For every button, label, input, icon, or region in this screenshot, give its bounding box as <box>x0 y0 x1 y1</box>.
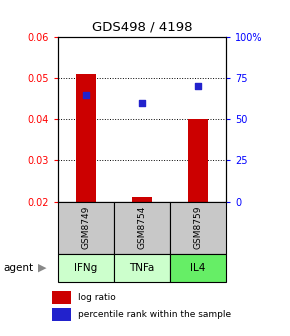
Bar <box>114 202 170 254</box>
Text: IL4: IL4 <box>191 263 206 273</box>
Bar <box>170 202 226 254</box>
Bar <box>58 254 114 282</box>
Text: log ratio: log ratio <box>78 293 116 302</box>
Bar <box>58 202 114 254</box>
Text: agent: agent <box>3 263 33 273</box>
Point <box>84 92 88 97</box>
Bar <box>52 308 71 321</box>
Text: percentile rank within the sample: percentile rank within the sample <box>78 310 231 319</box>
Bar <box>170 254 226 282</box>
Bar <box>114 254 170 282</box>
Bar <box>52 291 71 304</box>
Text: GSM8754: GSM8754 <box>137 206 147 249</box>
Text: GDS498 / 4198: GDS498 / 4198 <box>92 20 192 34</box>
Point <box>140 100 144 106</box>
Bar <box>76 74 96 202</box>
Bar <box>188 119 208 202</box>
Text: GSM8759: GSM8759 <box>194 206 203 249</box>
Bar <box>132 198 152 202</box>
Text: IFNg: IFNg <box>75 263 98 273</box>
Point <box>196 84 200 89</box>
Text: GSM8749: GSM8749 <box>81 206 90 249</box>
Text: TNFa: TNFa <box>129 263 155 273</box>
Text: ▶: ▶ <box>38 263 46 273</box>
